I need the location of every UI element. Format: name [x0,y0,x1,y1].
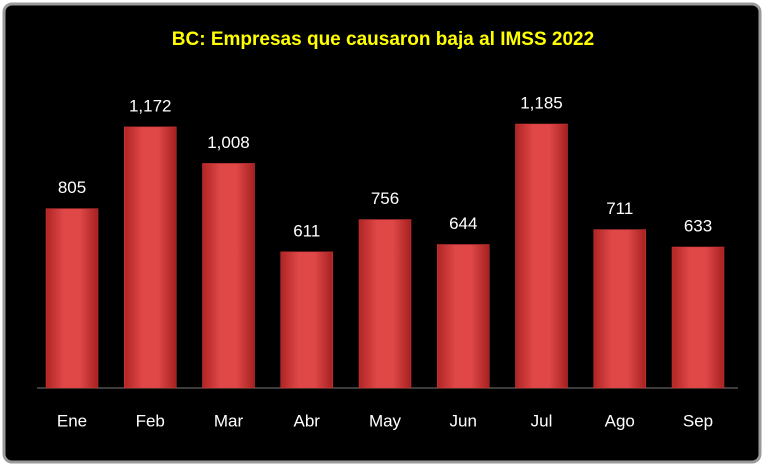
x-tick-label: May [369,411,402,430]
x-tick-label: Abr [294,411,321,430]
x-tick-label: Ago [605,411,635,430]
bar [358,219,412,389]
bar [515,123,568,389]
bar [280,251,333,389]
x-tick-label: Jun [450,411,477,430]
bar [671,246,725,389]
bar [202,163,255,389]
bar [124,126,177,389]
value-label: 805 [58,178,86,197]
value-label: 756 [371,189,399,208]
bar [593,229,646,389]
x-tick-label: Jul [531,411,553,430]
chart-title: BC: Empresas que causaron baja al IMSS 2… [172,29,594,50]
x-tick-label: Ene [57,411,87,430]
bar [45,208,99,389]
x-tick-label: Feb [136,411,165,430]
value-label: 1,172 [129,96,172,115]
value-label: 711 [606,199,633,218]
value-label: 1,185 [520,93,563,112]
value-label: 644 [449,214,477,233]
value-label: 1,008 [207,133,250,152]
x-tick-label: Sep [683,411,713,430]
bar [437,244,490,389]
value-label: 611 [293,221,320,240]
value-label: 633 [684,216,712,235]
x-tick-label: Mar [214,411,244,430]
